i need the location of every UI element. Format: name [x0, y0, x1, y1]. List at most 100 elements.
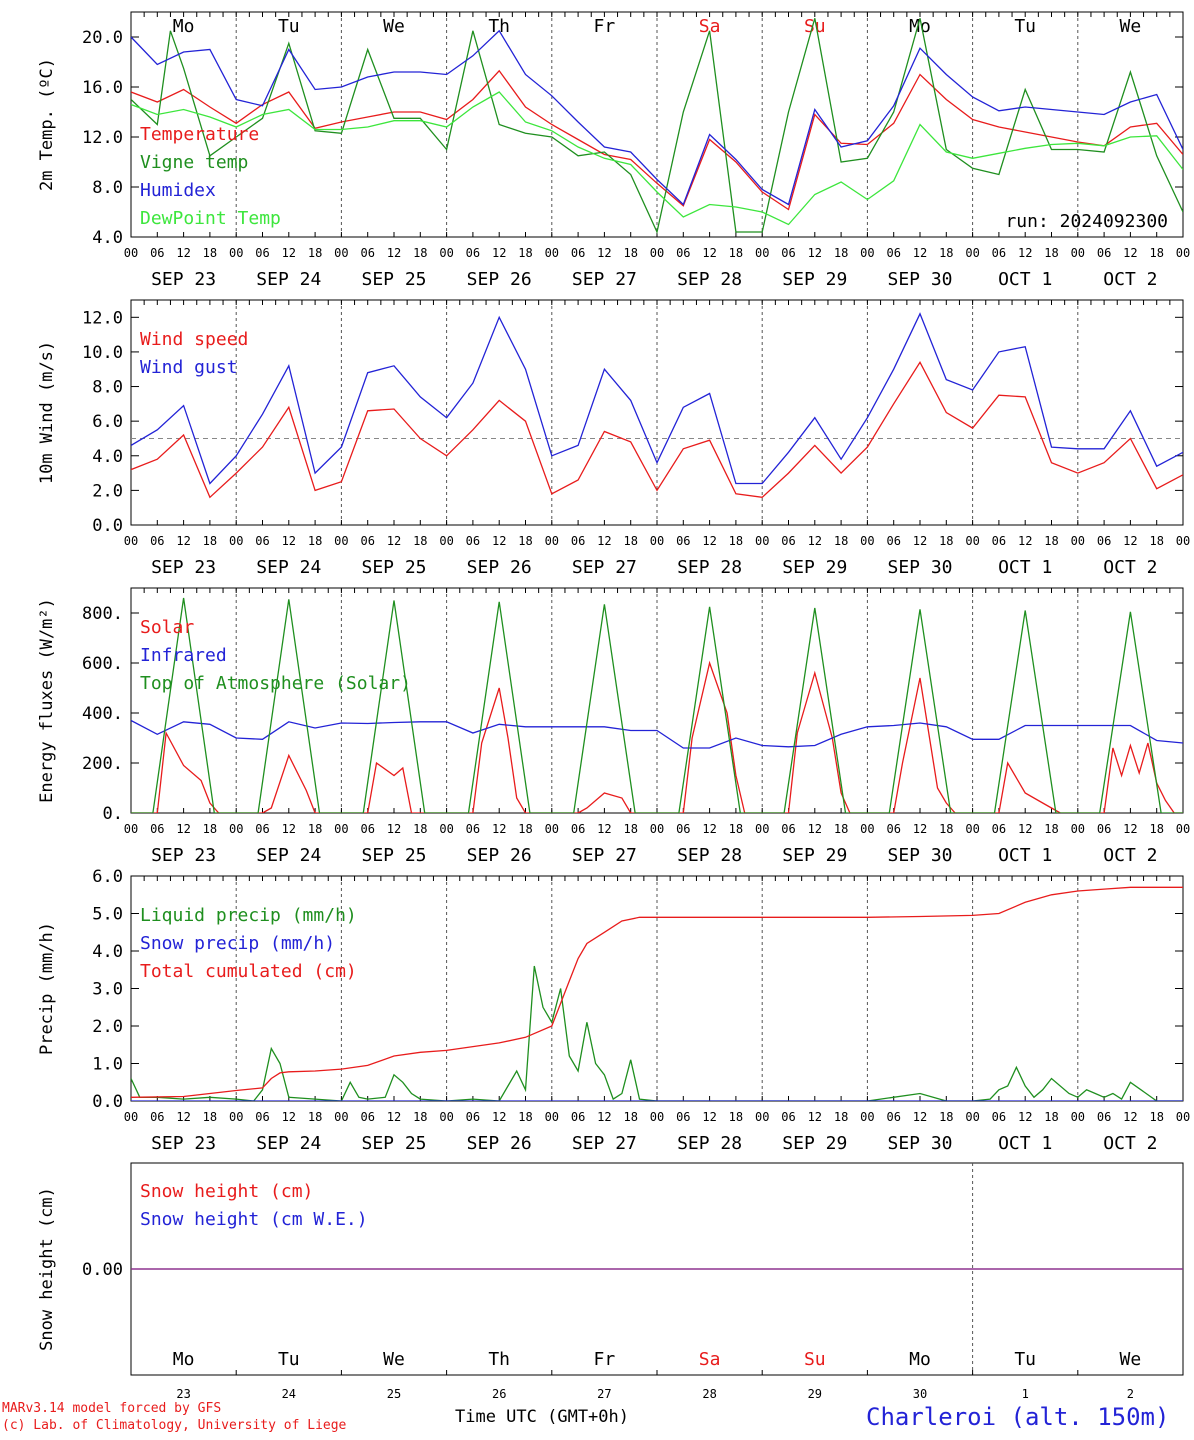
hour-label: 00 — [1071, 822, 1085, 836]
hour-label: 06 — [676, 822, 690, 836]
hour-label: 06 — [571, 246, 585, 260]
plot-frame-3 — [130, 587, 1184, 814]
hour-label: 18 — [834, 822, 848, 836]
series-humidex — [131, 29, 1183, 206]
hour-label: 06 — [676, 534, 690, 548]
hour-label: 18 — [203, 1110, 217, 1124]
date-label: SEP 27 — [572, 845, 637, 866]
date-label: SEP 23 — [151, 1133, 216, 1154]
y-tick-label: 1.0 — [92, 1055, 123, 1075]
hour-label: 12 — [176, 534, 190, 548]
hour-label: 18 — [623, 822, 637, 836]
hour-label: 18 — [729, 822, 743, 836]
hour-label: 18 — [518, 246, 532, 260]
date-label: SEP 26 — [467, 557, 532, 578]
hour-label: 00 — [1176, 246, 1190, 260]
hour-label: 18 — [203, 246, 217, 260]
date-label: SEP 28 — [677, 1133, 742, 1154]
hour-label: 00 — [650, 534, 664, 548]
date-label: SEP 27 — [572, 269, 637, 290]
date-label: SEP 26 — [467, 269, 532, 290]
hour-label: 12 — [808, 1110, 822, 1124]
hour-label: 06 — [360, 534, 374, 548]
y-tick-label: 20.0 — [82, 28, 123, 48]
hour-label: 12 — [597, 246, 611, 260]
hour-label: 18 — [623, 1110, 637, 1124]
legend-vigne-temp: Vigne temp — [140, 152, 248, 173]
x-axis-title: Time UTC (GMT+0h) — [455, 1407, 629, 1427]
hour-label: 00 — [965, 246, 979, 260]
y-tick-label: 12.0 — [82, 128, 123, 148]
weekday-label: Th — [488, 16, 510, 37]
legend-wind-gust: Wind gust — [140, 357, 238, 378]
hour-label: 00 — [1071, 534, 1085, 548]
model-credit: MARv3.14 model forced by GFS (c) Lab. of… — [2, 1400, 346, 1434]
hour-label: 12 — [1123, 1110, 1137, 1124]
hour-label: 00 — [650, 822, 664, 836]
date-label: SEP 27 — [572, 1133, 637, 1154]
hour-label: 18 — [623, 246, 637, 260]
date-label: SEP 25 — [361, 845, 426, 866]
hour-label: 18 — [1044, 822, 1058, 836]
legend-total-cumulated-cm: Total cumulated (cm) — [140, 961, 357, 982]
day-of-month-label: 1 — [1022, 1387, 1029, 1401]
legend-snow-height-cm-w-e: Snow height (cm W.E.) — [140, 1209, 368, 1230]
hour-label: 18 — [1044, 246, 1058, 260]
legend-top-of-atmosphere-solar: Top of Atmosphere (Solar) — [140, 673, 411, 694]
hour-label: 00 — [124, 1110, 138, 1124]
weekday-label: Th — [488, 1349, 510, 1370]
hour-label: 00 — [334, 534, 348, 548]
hour-label: 18 — [203, 822, 217, 836]
date-label: OCT 1 — [998, 557, 1052, 578]
hour-label: 00 — [1071, 246, 1085, 260]
hour-label: 00 — [545, 822, 559, 836]
station-title: Charleroi (alt. 150m) — [866, 1403, 1170, 1431]
hour-label: 12 — [1018, 246, 1032, 260]
date-label: SEP 25 — [361, 557, 426, 578]
y-tick-label: 12.0 — [82, 308, 123, 328]
date-label: SEP 25 — [361, 1133, 426, 1154]
hour-label: 12 — [282, 246, 296, 260]
y-tick-label: 4.0 — [92, 447, 123, 467]
hour-label: 06 — [466, 534, 480, 548]
hour-label: 06 — [886, 246, 900, 260]
hour-label: 06 — [255, 534, 269, 548]
legend-snow-precip-mm-h: Snow precip (mm/h) — [140, 933, 335, 954]
hour-label: 18 — [939, 246, 953, 260]
hour-label: 06 — [1097, 246, 1111, 260]
hour-label: 00 — [1176, 1110, 1190, 1124]
weekday-label: Su — [804, 1349, 826, 1370]
hour-label: 18 — [729, 246, 743, 260]
hour-label: 00 — [545, 246, 559, 260]
legend-wind-speed: Wind speed — [140, 329, 248, 350]
date-label: SEP 28 — [677, 557, 742, 578]
hour-label: 12 — [597, 822, 611, 836]
date-label: SEP 30 — [887, 269, 952, 290]
hour-label: 00 — [965, 1110, 979, 1124]
series-wind-gust — [131, 312, 1183, 485]
date-label: SEP 30 — [887, 845, 952, 866]
hour-label: 00 — [124, 534, 138, 548]
weekday-label: Fr — [594, 1349, 616, 1370]
hour-label: 06 — [886, 822, 900, 836]
y-tick-label: 6.0 — [92, 867, 123, 887]
y-axis-label: Precip (mm/h) — [37, 922, 57, 1055]
hour-label: 12 — [387, 822, 401, 836]
hour-label: 12 — [492, 822, 506, 836]
day-of-month-label: 27 — [597, 1387, 611, 1401]
hour-label: 12 — [1018, 822, 1032, 836]
hour-label: 18 — [518, 1110, 532, 1124]
hour-label: 12 — [1018, 534, 1032, 548]
y-tick-label: 5.0 — [92, 905, 123, 925]
hour-label: 00 — [334, 246, 348, 260]
hour-label: 00 — [755, 1110, 769, 1124]
legend-humidex: Humidex — [140, 180, 216, 201]
hour-label: 18 — [1149, 246, 1163, 260]
hour-label: 06 — [255, 246, 269, 260]
weekday-label: Tu — [1014, 1349, 1036, 1370]
hour-label: 12 — [387, 246, 401, 260]
hour-label: 12 — [387, 1110, 401, 1124]
hour-label: 00 — [439, 822, 453, 836]
weekday-label: We — [383, 1349, 405, 1370]
day-of-month-label: 24 — [282, 1387, 296, 1401]
